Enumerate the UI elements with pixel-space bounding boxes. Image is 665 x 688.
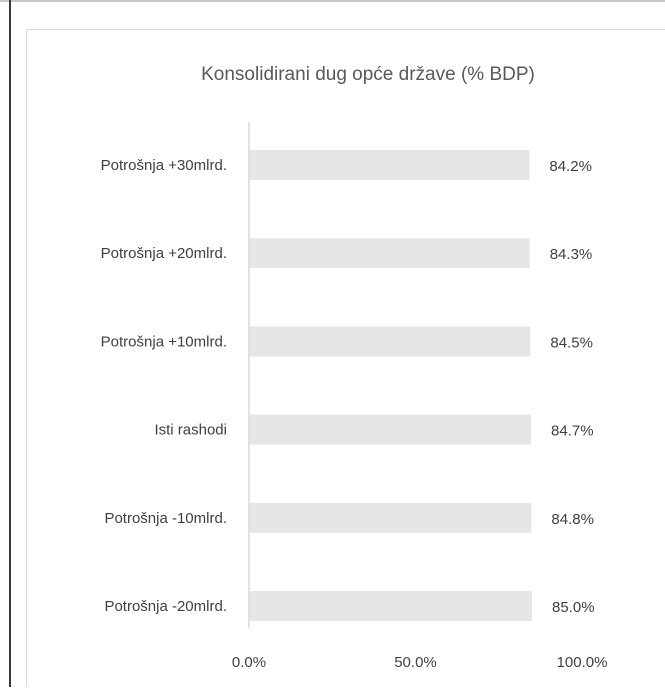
x-tick-label: 50.0% — [394, 654, 437, 671]
category-label: Potrošnja -20mlrd. — [104, 598, 227, 615]
data-label: 84.3% — [550, 246, 593, 263]
bar — [249, 414, 532, 445]
x-tick-label: 0.0% — [232, 654, 266, 671]
data-label: 84.5% — [550, 334, 593, 351]
bar — [249, 150, 530, 180]
bar — [249, 591, 533, 621]
x-tick-labels: 0.0% 50.0% 100.0% — [232, 654, 608, 671]
data-label: 84.2% — [549, 158, 592, 175]
data-label: 84.7% — [551, 423, 594, 440]
data-label: 84.8% — [551, 511, 594, 528]
data-label: 85.0% — [552, 599, 595, 616]
category-label: Isti rashodi — [154, 422, 227, 439]
window-top-border — [0, 0, 665, 2]
data-labels: 84.2% 84.3% 84.5% 84.7% 84.8% 85.0% — [549, 158, 594, 616]
chart-title: Konsolidirani dug opće države (% BDP) — [201, 64, 535, 85]
bar — [249, 502, 532, 533]
chart-panel: Konsolidirani dug opće države (% BDP) Po… — [26, 29, 665, 687]
bar — [249, 326, 531, 357]
window-left-border — [9, 0, 11, 687]
category-label: Potrošnja +30mlrd. — [101, 157, 227, 174]
bars-group — [249, 150, 533, 621]
bar — [249, 238, 530, 269]
category-labels: Potrošnja +30mlrd. Potrošnja +20mlrd. Potr… — [101, 157, 227, 615]
category-label: Potrošnja +10mlrd. — [101, 333, 227, 350]
bar-chart: Konsolidirani dug opće države (% BDP) Po… — [101, 64, 608, 671]
x-tick-label: 100.0% — [557, 654, 608, 671]
category-label: Potrošnja +20mlrd. — [101, 245, 227, 262]
category-label: Potrošnja -10mlrd. — [104, 510, 227, 527]
